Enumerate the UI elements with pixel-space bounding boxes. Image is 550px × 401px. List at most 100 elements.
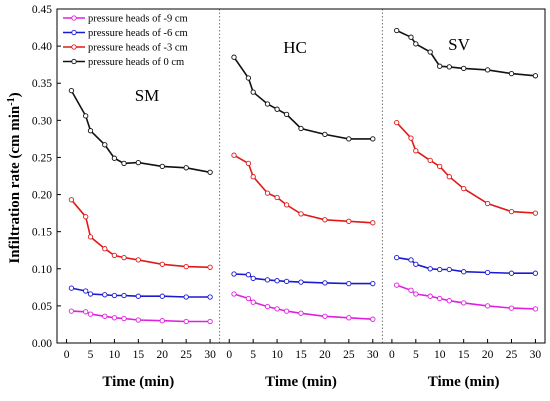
data-point xyxy=(484,269,491,276)
legend-label: pressure heads of -3 cm xyxy=(88,43,188,54)
data-point xyxy=(461,185,467,192)
x-axis-title: Time (min) xyxy=(265,374,337,390)
data-point xyxy=(461,300,467,306)
series-line xyxy=(70,90,211,174)
data-point xyxy=(121,292,127,299)
y-tick-label: 0.35 xyxy=(32,78,52,90)
data-point xyxy=(264,190,271,196)
data-point xyxy=(283,278,290,285)
data-point xyxy=(508,305,515,311)
data-point xyxy=(437,295,443,302)
data-point xyxy=(274,306,280,312)
data-point xyxy=(283,308,290,314)
legend-label: pressure heads of -6 cm xyxy=(88,28,188,39)
data-point xyxy=(264,303,271,310)
data-point xyxy=(408,287,414,293)
data-point xyxy=(250,299,256,305)
data-point xyxy=(264,277,271,283)
data-point xyxy=(427,157,433,164)
data-point xyxy=(135,293,141,299)
y-tick-label: 0.40 xyxy=(32,41,52,53)
data-point xyxy=(83,309,89,315)
data-point xyxy=(102,142,108,148)
x-tick-label: 30 xyxy=(367,349,379,361)
x-tick-label: 5 xyxy=(250,349,256,361)
data-point xyxy=(102,313,108,319)
legend: pressure heads of -9 cm pressure heads of… xyxy=(63,14,188,68)
y-tick-label: 0.45 xyxy=(32,4,52,16)
y-tick-label: 0.00 xyxy=(32,338,52,350)
x-axis: 0 5 10 15 20 25 30 Time (min) 0 5 10 15 20 25 30 Time (… xyxy=(64,339,541,390)
data-point xyxy=(508,208,515,215)
data-point xyxy=(274,106,280,112)
data-point xyxy=(394,119,400,126)
y-axis-title: Infiltration rate (cm min-1) xyxy=(6,92,24,263)
x-axis-title: Time (min) xyxy=(102,374,174,390)
data-point xyxy=(83,288,89,294)
data-point xyxy=(532,73,539,79)
data-point xyxy=(370,316,376,322)
data-point xyxy=(394,282,400,288)
data-point xyxy=(250,174,256,180)
data-point xyxy=(346,280,352,287)
series-line xyxy=(70,199,211,269)
legend-label: pressure heads of 0 cm xyxy=(88,57,184,68)
data-point xyxy=(135,257,141,263)
data-point xyxy=(461,269,467,275)
series-line xyxy=(396,284,536,310)
data-point xyxy=(231,291,237,297)
data-point xyxy=(346,136,352,142)
data-point xyxy=(370,136,376,142)
data-point xyxy=(135,159,141,166)
data-point xyxy=(413,291,419,297)
data-point xyxy=(298,125,304,132)
data-point xyxy=(274,278,280,284)
data-point xyxy=(102,292,108,298)
data-point xyxy=(322,313,328,319)
data-point xyxy=(446,64,452,70)
data-point xyxy=(346,315,352,321)
x-tick-label: 30 xyxy=(204,349,216,361)
data-point xyxy=(231,271,237,277)
legend-label: pressure heads of -9 cm xyxy=(88,14,188,25)
data-point xyxy=(427,266,433,272)
data-point xyxy=(111,292,118,299)
data-point xyxy=(207,169,213,175)
data-point xyxy=(446,298,452,304)
data-point xyxy=(283,202,290,208)
data-point xyxy=(532,306,539,312)
x-tick-label: 0 xyxy=(226,349,232,361)
x-tick-label: 10 xyxy=(434,349,446,361)
y-tick-label: 0.20 xyxy=(32,190,52,202)
data-point xyxy=(532,210,539,216)
data-point xyxy=(245,75,252,81)
x-tick-label: 25 xyxy=(180,349,192,361)
data-point xyxy=(370,220,376,226)
data-point xyxy=(245,295,252,302)
data-point xyxy=(394,254,400,261)
x-tick-label: 25 xyxy=(343,349,355,361)
y-axis-title-close: ) xyxy=(7,92,23,97)
data-point xyxy=(508,270,515,276)
panel-divider-layer xyxy=(219,9,383,343)
data-point xyxy=(346,218,352,224)
y-tick-label: 0.25 xyxy=(32,152,52,164)
data-point xyxy=(250,89,256,95)
y-tick-label: 0.15 xyxy=(32,227,52,239)
data-point xyxy=(394,27,400,34)
data-point xyxy=(322,131,328,138)
x-tick-label: 20 xyxy=(319,349,331,361)
x-tick-label: 15 xyxy=(295,349,307,361)
data-point xyxy=(135,317,141,323)
series-line xyxy=(233,56,373,140)
legend-swatch-marker xyxy=(71,44,77,50)
data-point xyxy=(437,266,443,273)
data-point xyxy=(83,113,89,119)
data-point xyxy=(68,308,75,314)
data-point xyxy=(121,254,127,261)
data-point xyxy=(250,275,256,282)
data-point xyxy=(121,160,127,167)
data-point xyxy=(437,163,443,170)
data-point xyxy=(322,280,328,286)
